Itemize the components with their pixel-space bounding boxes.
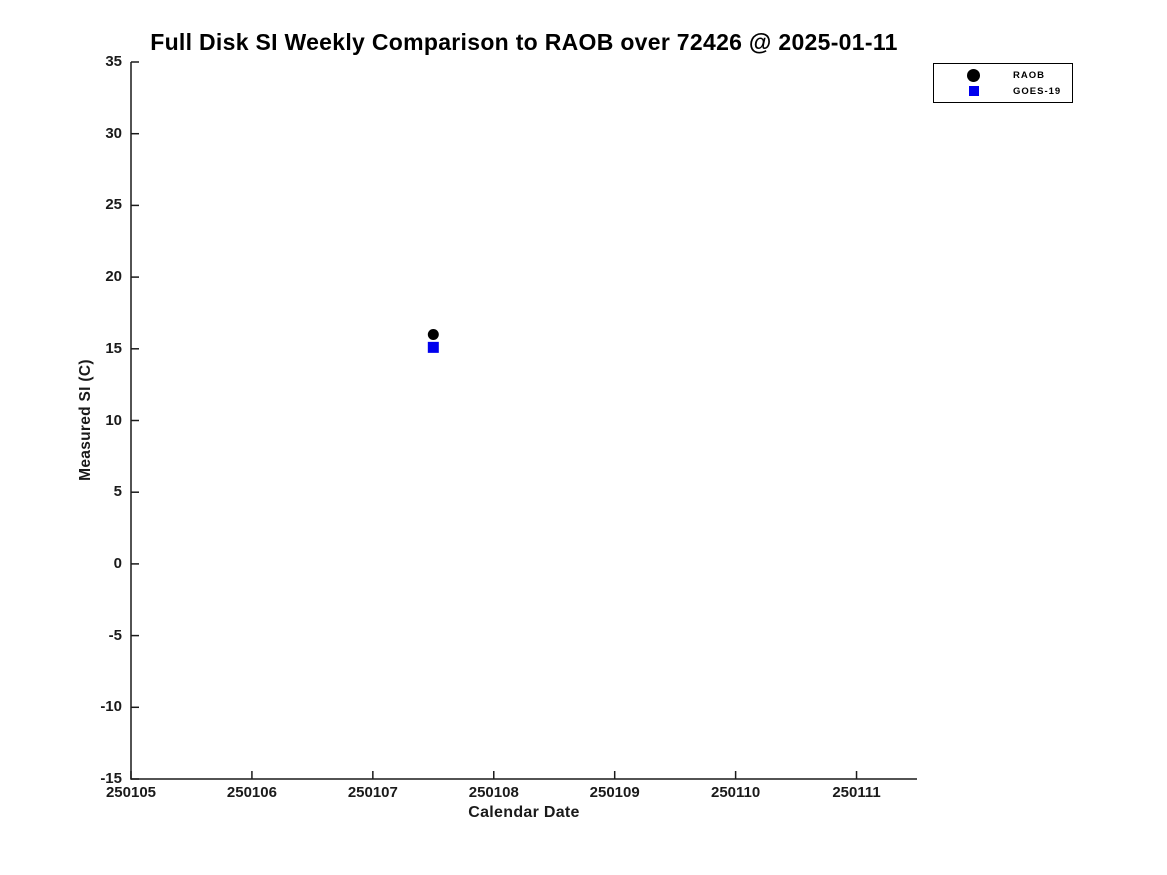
legend-label-goes-19: GOES-19: [1013, 85, 1062, 97]
x-tick-label: 250110: [710, 784, 761, 801]
chart-title: Full Disk SI Weekly Comparison to RAOB o…: [150, 29, 898, 55]
y-tick-label: 35: [105, 53, 122, 70]
legend-item-goes-19: GOES-19: [934, 83, 1072, 99]
data-point-goes-19: [427, 341, 439, 353]
y-tick-label: 25: [105, 196, 122, 214]
y-tick-label: -15: [100, 770, 122, 787]
y-tick-label: 0: [113, 554, 122, 572]
data-point-raob: [427, 328, 439, 340]
y-tick-label: 30: [105, 124, 122, 142]
legend-marker-cell: [934, 86, 1013, 96]
x-tick-label: 250108: [468, 784, 519, 801]
goes-19-square-marker-icon: [968, 86, 979, 96]
x-axis-label: Calendar Date: [468, 804, 580, 821]
x-tick-label: 250106: [226, 784, 277, 801]
legend-item-raob: RAOB: [934, 67, 1072, 83]
y-tick-label: -10: [100, 698, 122, 716]
y-tick-label: 10: [105, 411, 122, 429]
legend-label-raob: RAOB: [1013, 69, 1045, 81]
x-tick-label: 250109: [589, 784, 640, 801]
y-tick-label: -5: [108, 626, 122, 644]
x-tick-label: 250111: [832, 784, 881, 801]
legend-marker-cell: [934, 68, 1013, 82]
y-tick-label: 5: [113, 483, 122, 501]
raob-circle-marker-icon: [967, 68, 980, 82]
x-tick-label: 250107: [347, 784, 398, 801]
y-tick-label: 15: [105, 339, 122, 357]
x-tick-label: 250105: [105, 784, 157, 801]
legend: RAOB GOES-19: [933, 63, 1073, 103]
y-tick-label: 20: [105, 268, 122, 286]
